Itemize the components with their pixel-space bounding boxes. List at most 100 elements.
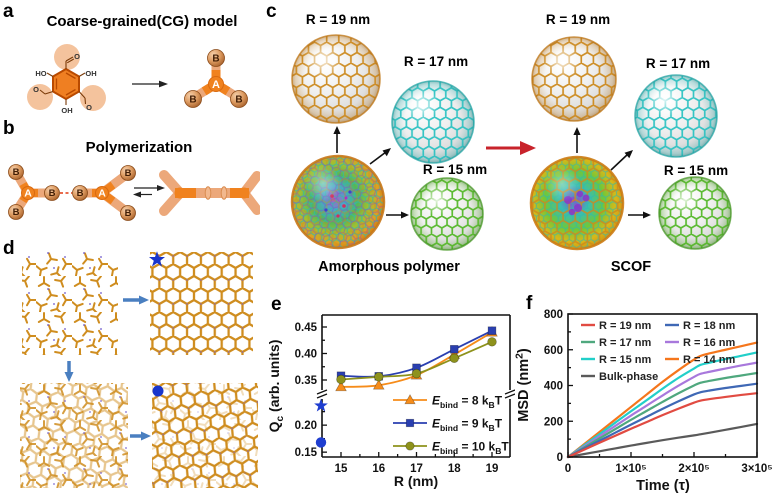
bead-b-label: B: [125, 168, 132, 179]
svg-text:0.15: 0.15: [295, 447, 318, 459]
molecule-oh-right-label: OH: [85, 69, 96, 78]
svg-text:0: 0: [557, 452, 563, 464]
sphere-r17-label-right: R = 17 nm: [646, 56, 710, 71]
sphere-r19-label-left: R = 19 nm: [306, 12, 370, 27]
sphere-r19-scof: [531, 36, 617, 122]
sphere-r19-label-right: R = 19 nm: [546, 12, 610, 27]
monomer-left: A B B B: [8, 164, 60, 220]
svg-text:3×10⁵: 3×10⁵: [741, 463, 772, 475]
scof-caption: SCOF: [611, 259, 651, 275]
snapshot-network-late-overlay: [152, 383, 258, 488]
amorphous-polymer-caption: Amorphous polymer: [318, 259, 460, 275]
panel-f-letter: f: [526, 293, 533, 314]
e-legend-label-0: Ebind = 8 kBT: [432, 394, 503, 411]
svg-text:1×10⁵: 1×10⁵: [615, 463, 646, 475]
svg-text:R = 19 nm: R = 19 nm: [599, 320, 651, 332]
f-tick-labels: 0 1×10⁵ 2×10⁵ 3×10⁵ 0 200 400 600 800: [544, 309, 773, 475]
svg-text:R = 17 nm: R = 17 nm: [599, 337, 651, 349]
sphere-r19-amorphous: [291, 34, 381, 124]
cg-bead-shadow: [80, 85, 106, 111]
svg-text:0.45: 0.45: [295, 322, 318, 334]
molecule-ho-label: HO: [35, 69, 46, 78]
bead-b-label: B: [77, 188, 84, 199]
molecule-o-right-label: O: [86, 103, 92, 112]
svg-text:17: 17: [410, 463, 423, 475]
svg-text:800: 800: [544, 309, 563, 321]
f-series-1: [566, 382, 759, 459]
f-legend: R = 19 nm R = 18 nm R = 17 nm R = 16 nm R = …: [581, 320, 735, 383]
svg-text:Time (τ): Time (τ): [636, 478, 690, 494]
sphere-r15-label-left: R = 15 nm: [423, 162, 487, 177]
panel-b-graphic: A B B B A B B B: [8, 164, 260, 221]
svg-text:0.35: 0.35: [295, 375, 318, 387]
snapshot-monomers: [22, 252, 118, 355]
bead-b-label: B: [189, 95, 196, 106]
e-xlabel: R (nm): [394, 473, 438, 489]
f-ylabel: MSD (nm2): [515, 348, 532, 422]
e-series-2: [336, 337, 497, 385]
panel-d-letter: d: [3, 238, 15, 259]
bead-b-group: B B B: [184, 49, 248, 108]
svg-text:18: 18: [448, 463, 461, 475]
panel-e-letter: e: [271, 294, 282, 315]
e-legend: Ebind = 8 kBT Ebind = 9 kBT Ebind = 10 kBT: [393, 394, 509, 456]
svg-text:2×10⁵: 2×10⁵: [678, 463, 709, 475]
sphere-r17-scof: [634, 74, 718, 158]
snapshot-partial-network: [20, 383, 128, 488]
snapshot-network-early: [150, 252, 253, 355]
svg-text:Qc (arb. units): Qc (arb. units): [266, 340, 286, 433]
panel-c-graphic: R = 19 nm R = 17 nm R = 15 nm R = 19 nm …: [290, 12, 732, 275]
panel-b-letter: b: [3, 118, 15, 139]
sphere-r17-amorphous: [391, 80, 475, 164]
svg-text:19: 19: [486, 463, 499, 475]
svg-text:16: 16: [372, 463, 385, 475]
substituent-bonds: [39, 56, 87, 105]
e-reference-markers: [314, 398, 328, 448]
sphere-r15-label-right: R = 15 nm: [664, 163, 728, 178]
molecule-structure: O HO OH O OH O: [27, 44, 106, 115]
bead-b-label: B: [125, 208, 132, 219]
cg-bead-shadow: [54, 44, 80, 70]
molecule-o-left-label: O: [33, 85, 39, 94]
scof-arrows: [573, 127, 651, 219]
f-series-5: [566, 341, 759, 459]
svg-text:R (nm): R (nm): [394, 473, 438, 489]
svg-text:600: 600: [544, 345, 563, 357]
svg-text:0.20: 0.20: [295, 420, 317, 432]
bead-a-label: A: [212, 79, 220, 91]
panel-d-arrows: [64, 295, 151, 441]
panel-a-title: Coarse-grained(CG) model: [46, 13, 238, 30]
panel-b-title: Polymerization: [85, 139, 193, 156]
svg-text:0.40: 0.40: [295, 349, 317, 361]
sphere-r15-scof: [658, 176, 732, 250]
bead-b-label: B: [49, 188, 56, 199]
equilibrium-arrows: [133, 185, 165, 198]
panel-c-letter: c: [266, 1, 277, 22]
sphere-amorphous-core: [290, 154, 386, 250]
e-ticks: [322, 326, 493, 457]
bead-b-label: B: [235, 95, 242, 106]
sphere-scof-core: [529, 155, 625, 251]
f-ticks: [567, 313, 758, 458]
molecule-oh-bottom-label: OH: [61, 106, 72, 115]
cg-bead-shadow: [27, 84, 53, 110]
e-ylabel: Qc (arb. units): [266, 340, 286, 433]
bead-a-label: A: [98, 188, 106, 200]
bead-b-label: B: [212, 54, 219, 65]
qc-vs-radius-chart: 15 16 17 18 19 0.15 0.20 0.35 0.40 0.45 Ebind = 8 …: [266, 314, 515, 489]
e-series-0: [335, 326, 498, 392]
molecule-o-top-label: O: [74, 52, 80, 61]
dimer: [159, 170, 260, 216]
bead-b-label: B: [13, 207, 20, 218]
bead-a-label: A: [24, 188, 32, 200]
amorphous-arrows: [333, 126, 409, 219]
f-series-6: [566, 422, 759, 459]
svg-text:200: 200: [544, 416, 563, 428]
f-series-0: [566, 392, 759, 459]
bead-a: [208, 76, 224, 92]
svg-text:15: 15: [335, 463, 348, 475]
f-xlabel: Time (τ): [636, 478, 690, 494]
amorphous-specks: [324, 190, 352, 218]
